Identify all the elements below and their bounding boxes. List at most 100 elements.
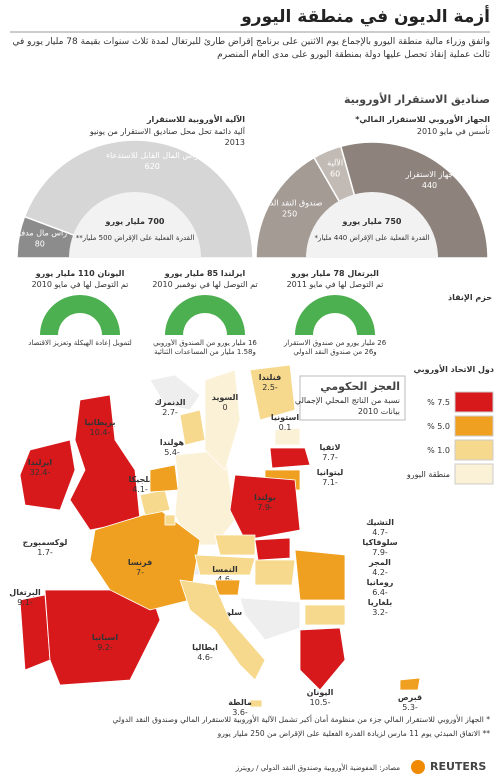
country-value: 0 <box>222 403 227 412</box>
country-name: ليتوانيا <box>317 468 344 477</box>
legend-swatch <box>454 391 494 413</box>
country-name: قبرص <box>398 693 422 703</box>
reuters-logo <box>411 760 425 774</box>
bailout-ring <box>165 295 245 335</box>
country <box>229 474 301 541</box>
deficit-box <box>299 375 406 421</box>
country-name: المجر <box>368 558 391 567</box>
fund-core <box>306 192 438 258</box>
country <box>214 534 256 556</box>
country <box>69 394 141 531</box>
country-name: اسبانيا <box>92 633 118 642</box>
deficit-title: العجز الحكومي <box>320 380 400 393</box>
country-value: 5.4- <box>164 448 180 457</box>
country-name: بلغاريا <box>368 598 392 607</box>
country-name: مالطة <box>228 698 252 707</box>
bailout-note-box: 26 مليار يورو من صندوق الاستقرار و26 من … <box>283 339 387 356</box>
country-name: سلوفاكيا <box>362 538 397 547</box>
country-value: 1.7- <box>37 548 53 557</box>
segment-label: رأس المال القابل للاستدعاء <box>106 150 198 160</box>
country-name: ايرلندا <box>28 458 53 467</box>
country-value: 32.4- <box>30 468 51 477</box>
bailout-note: 26 مليار يورو من صندوق الاستقرار و26 من … <box>283 339 387 356</box>
country-name: ايطاليا <box>192 643 218 652</box>
country <box>269 447 311 469</box>
deficit-subtitle: نسبة من الناتج المحلي الإجمالي <box>295 396 400 406</box>
country-name: بلجيكا <box>129 475 152 484</box>
segment-label: جهاز الاستقرار <box>405 170 454 179</box>
country-value: 7.9- <box>257 503 273 512</box>
legend-label: 1.0 % <box>427 446 450 455</box>
bailout-note-box: لتمويل إعادة الهيكلة وتعزيز الاقتصاد <box>28 339 132 347</box>
country-name: اليونان <box>307 688 334 697</box>
bailout-legend: حزم الإنقاذ <box>448 293 492 302</box>
country-name: النمسا <box>212 565 238 574</box>
country <box>149 464 179 493</box>
legend-swatch <box>454 415 494 437</box>
country-name: بريطانيا <box>84 418 115 427</box>
country-name: البرتغال <box>9 588 41 597</box>
country-value: 4.6- <box>217 575 233 584</box>
country-value: 3.2- <box>372 608 388 617</box>
deficit-year: بيانات 2010 <box>358 407 400 416</box>
brand: REUTERS <box>430 760 486 773</box>
fund-left-desc-box: آلية دائمة تحل محل صناديق الاستقرار من ي… <box>90 127 245 147</box>
country <box>164 514 176 526</box>
country <box>299 627 346 691</box>
source: مصادر: المفوضية الأوروبية وصندوق النقد ا… <box>235 763 400 772</box>
legend-label: 7.5 % <box>427 398 450 407</box>
country <box>194 554 256 576</box>
bailout-title: اليونان 110 مليار يورو <box>35 269 125 278</box>
country-value: 9.2- <box>97 643 113 652</box>
country <box>274 427 301 446</box>
country-value: 2.5- <box>262 383 278 392</box>
country-name: السويد <box>212 393 239 402</box>
country-value: 6.4- <box>372 588 388 597</box>
country-value: 10.4- <box>90 428 111 437</box>
country <box>294 549 346 601</box>
funds-title: صناديق الاستقرار الأوروبية <box>344 92 490 106</box>
country-name: لوكسمبورج <box>23 538 68 547</box>
intro: واتفق وزراء مالية منطقة اليورو بالإجماع … <box>12 37 490 60</box>
title: أزمة الديون في منطقة اليورو <box>240 5 490 27</box>
fund-core <box>69 192 201 258</box>
country-value: 3.6- <box>232 708 248 717</box>
bailout-date: تم التوصل لها في مايو 2011 <box>287 280 384 289</box>
country-name: الدنمرك <box>154 398 185 407</box>
segment-value: 60 <box>330 169 340 178</box>
legend-swatch <box>454 439 494 461</box>
bailout-note: لتمويل إعادة الهيكلة وتعزيز الاقتصاد <box>28 339 132 347</box>
legend-label: 5.0 % <box>427 422 450 431</box>
fund-left-title: الآلية الأوروبية للاستقرار <box>146 114 245 124</box>
fund-total: 700 مليار يورو <box>105 217 165 226</box>
segment-value: 440 <box>422 181 437 190</box>
country <box>204 369 241 471</box>
country <box>249 699 263 708</box>
country-name: هولندا <box>160 438 185 447</box>
fund-capacity: القدرة الفعلية على الإقراض 500 مليار** <box>76 234 195 242</box>
segment-value: 80 <box>35 240 45 249</box>
bailout-note-box: 16 مليار يورو من الصندوق الأوروبي و1.58 … <box>153 339 257 356</box>
footnote: * الجهاز الأوروبي للاستقرار المالي جزء م… <box>113 714 491 724</box>
country-value: 2.7- <box>162 408 178 417</box>
country <box>399 677 421 691</box>
bailout-date: تم التوصل لها في نوفمبر 2010 <box>152 280 257 289</box>
land-balkans <box>239 597 301 641</box>
fund-capacity: القدرة الفعلية على الإقراض 440 مليار* <box>314 234 429 242</box>
country-value: 4.2- <box>372 568 388 577</box>
country <box>179 579 266 681</box>
country-value: 7.1- <box>322 478 338 487</box>
country-value: 0.1 <box>279 423 292 432</box>
country <box>304 604 346 626</box>
country-value: 4.1- <box>132 485 148 494</box>
bailout-note: 16 مليار يورو من الصندوق الأوروبي و1.58 … <box>153 339 257 356</box>
country <box>179 409 206 446</box>
country-name: فرنسا <box>128 558 152 567</box>
country-name: لاتفيا <box>320 443 341 452</box>
fund-right-title: الجهاز الأوروبي للاستقرار المالي* <box>355 114 490 124</box>
segment-label: صندوق النقد الدولي <box>257 198 323 207</box>
bailout-ring <box>40 295 120 335</box>
fund-total: 750 مليار يورو <box>342 217 402 226</box>
country-value: 7.9- <box>372 548 388 557</box>
